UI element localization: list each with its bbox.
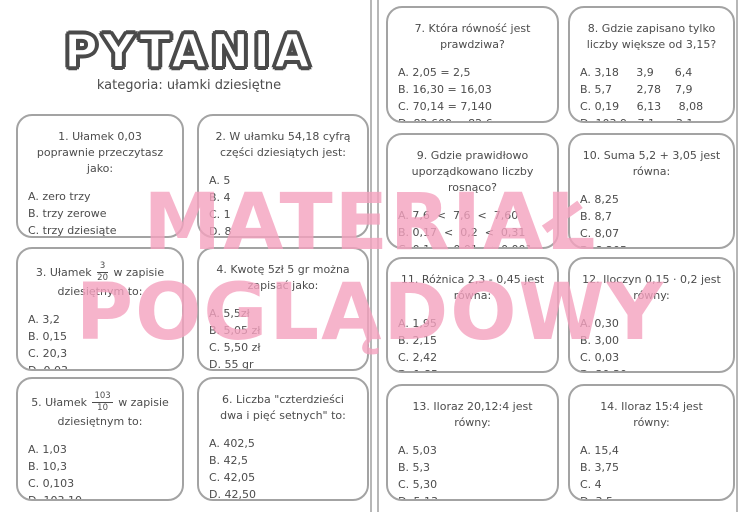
option-line: B. 4 bbox=[209, 190, 231, 204]
option-line: B. 8,7 bbox=[580, 209, 613, 223]
question-box-11: 11. Różnica 2,3 - 0,45 jest równa: A. 1,… bbox=[386, 257, 559, 373]
question-prompt: 5. Ułamek 103 10 w zapisie dziesiętnym to… bbox=[30, 391, 170, 430]
option-line: D. 0,03 bbox=[28, 363, 68, 371]
page-divider-line-right bbox=[377, 0, 379, 512]
page-divider-line-left bbox=[370, 0, 372, 512]
option-line: A. 8,25 bbox=[580, 192, 619, 206]
question-prompt: 13. Iloraz 20,12:4 jest równy: bbox=[412, 400, 533, 429]
option-line: B. 0,15 bbox=[28, 329, 68, 343]
option-line: A. 3,18 3,9 6,4 bbox=[580, 65, 693, 79]
option-line: D. 3,5 bbox=[580, 493, 723, 499]
question-box-10: 10. Suma 5,2 + 3,05 jest równa: A. 8,25 … bbox=[568, 133, 735, 249]
question-box-4: 4. Kwotę 5zł 5 gr można zapisać jako: A.… bbox=[197, 247, 369, 371]
option-line: B. 5,05 zł bbox=[209, 323, 261, 337]
option-line: D. 5,13 bbox=[398, 493, 547, 499]
fraction-denominator: 20 bbox=[97, 273, 108, 284]
page-title: PYTANIA bbox=[63, 23, 314, 79]
option-line: B. 42,5 bbox=[209, 453, 249, 467]
option-line: A. 2,05 = 2,5 bbox=[398, 65, 471, 79]
question-prompt: 2. W ułamku 54,18 cyfrą części dziesiąty… bbox=[215, 130, 351, 159]
option-line: C. 0,19 6,13 8,08 bbox=[580, 99, 704, 113]
question-prompt: 4. Kwotę 5zł 5 gr można zapisać jako: bbox=[216, 263, 350, 292]
option-line: A. 1,95 bbox=[398, 316, 437, 330]
option-line: A. 5 bbox=[209, 173, 231, 187]
option-line: D. 30,30 bbox=[580, 366, 723, 371]
prompt-text-after: w zapisie dziesiętnym to: bbox=[57, 395, 169, 428]
question-box-1: 1. Ułamek 0,03 poprawnie przeczytasz jak… bbox=[16, 114, 184, 238]
question-prompt: 14. Iloraz 15:4 jest równy: bbox=[600, 400, 703, 429]
option-line: D. 55 gr bbox=[209, 358, 254, 371]
option-line: A. 3,2 bbox=[28, 312, 60, 326]
option-line: C. trzy dziesiąte bbox=[28, 223, 117, 237]
question-box-6: 6. Liczba "czterdzieści dwa i pięć setny… bbox=[197, 377, 369, 501]
option-line: B. 10,3 bbox=[28, 459, 68, 473]
option-line: B. 3,00 bbox=[580, 333, 620, 347]
fraction-denominator: 10 bbox=[97, 403, 108, 414]
prompt-text-before: 3. Ułamek bbox=[35, 265, 92, 279]
option-line: C. 4 bbox=[580, 477, 602, 491]
option-line: C. 0,03 bbox=[580, 350, 620, 364]
question-prompt: 12. Iloczyn 0,15 · 0,2 jest równy: bbox=[582, 273, 721, 302]
page-subtitle: kategoria: ułamki dziesiętne bbox=[96, 78, 282, 93]
prompt-text-before: 5. Ułamek bbox=[31, 395, 87, 409]
option-line: C. 8,07 bbox=[580, 226, 620, 240]
option-line: B. 16,30 = 16,03 bbox=[398, 82, 492, 96]
option-line: D. 103,9 7,1 3,1 bbox=[580, 115, 723, 121]
option-line: C. 0,103 bbox=[28, 476, 75, 490]
option-line: C. 42,05 bbox=[209, 470, 256, 484]
option-line: A. 5,03 bbox=[398, 443, 437, 457]
option-line: D. 1,85 bbox=[398, 366, 547, 371]
option-line: C. 1 bbox=[209, 207, 231, 221]
question-box-12: 12. Iloczyn 0,15 · 0,2 jest równy: A. 0,… bbox=[568, 257, 735, 373]
option-line: C. 70,14 = 7,140 bbox=[398, 99, 492, 113]
question-prompt: 11. Różnica 2,3 - 0,45 jest równa: bbox=[400, 273, 545, 302]
option-line: C. 20,3 bbox=[28, 346, 68, 360]
fraction: 3 20 bbox=[97, 261, 108, 284]
option-line: B. 5,3 bbox=[398, 460, 431, 474]
fraction-numerator: 103 bbox=[92, 391, 113, 404]
question-box-2: 2. W ułamku 54,18 cyfrą części dziesiąty… bbox=[197, 114, 369, 238]
option-line: A. 1,03 bbox=[28, 442, 67, 456]
page-right-edge-line bbox=[736, 0, 738, 512]
fraction-numerator: 3 bbox=[97, 261, 108, 274]
question-prompt: 3. Ułamek 3 20 w zapisie dziesiętnym to: bbox=[30, 261, 170, 300]
option-line: C. 2,42 bbox=[398, 350, 438, 364]
option-line: D. 8 bbox=[209, 225, 232, 238]
option-line: B. 3,75 bbox=[580, 460, 620, 474]
option-line: A. 7,6 < 7,6 < 7,60 bbox=[398, 208, 519, 222]
option-line: D. 8,205 bbox=[580, 242, 723, 247]
question-box-7: 7. Która równość jest prawdziwa? A. 2,05… bbox=[386, 6, 559, 123]
option-line: D. 103,10 bbox=[28, 493, 82, 501]
question-box-3: 3. Ułamek 3 20 w zapisie dziesiętnym to: … bbox=[16, 247, 184, 371]
option-line: A. 402,5 bbox=[209, 436, 255, 450]
option-line: A. 0,30 bbox=[580, 316, 619, 330]
question-box-14: 14. Iloraz 15:4 jest równy: A. 15,4 B. 3… bbox=[568, 384, 735, 501]
option-line: B. 0,17 < 0,2 < 0,31 bbox=[398, 225, 526, 239]
question-prompt: 1. Ułamek 0,03 poprawnie przeczytasz jak… bbox=[36, 130, 164, 175]
option-line: D. 42,50 bbox=[209, 488, 256, 501]
option-line: D. 82,600 = 82,6 bbox=[398, 115, 547, 121]
option-line: C. 0,1 < 0,01 < 0,001 bbox=[398, 241, 547, 247]
option-line: B. trzy zerowe bbox=[28, 206, 107, 220]
prompt-text-after: w zapisie dziesiętnym to: bbox=[57, 265, 165, 298]
option-line: A. zero trzy bbox=[28, 189, 91, 203]
question-box-8: 8. Gdzie zapisano tylko liczby większe o… bbox=[568, 6, 735, 123]
option-line: B. 2,15 bbox=[398, 333, 438, 347]
question-box-9: 9. Gdzie prawidłowo uporządkowano liczby… bbox=[386, 133, 559, 249]
fraction: 103 10 bbox=[92, 391, 113, 414]
question-prompt: 10. Suma 5,2 + 3,05 jest równa: bbox=[582, 149, 721, 178]
question-box-13: 13. Iloraz 20,12:4 jest równy: A. 5,03 B… bbox=[386, 384, 559, 501]
option-line: C. 5,30 bbox=[398, 477, 438, 491]
question-prompt: 6. Liczba "czterdzieści dwa i pięć setny… bbox=[220, 393, 346, 422]
question-prompt: 7. Która równość jest prawdziwa? bbox=[414, 22, 531, 51]
option-line: B. 5,7 2,78 7,9 bbox=[580, 82, 693, 96]
option-line: C. 5,50 zł bbox=[209, 340, 261, 354]
question-prompt: 9. Gdzie prawidłowo uporządkowano liczby… bbox=[411, 149, 534, 194]
question-prompt: 8. Gdzie zapisano tylko liczby większe o… bbox=[586, 22, 717, 51]
option-line: A. 5,5zł bbox=[209, 306, 250, 320]
question-box-5: 5. Ułamek 103 10 w zapisie dziesiętnym to… bbox=[16, 377, 184, 501]
option-line: A. 15,4 bbox=[580, 443, 619, 457]
